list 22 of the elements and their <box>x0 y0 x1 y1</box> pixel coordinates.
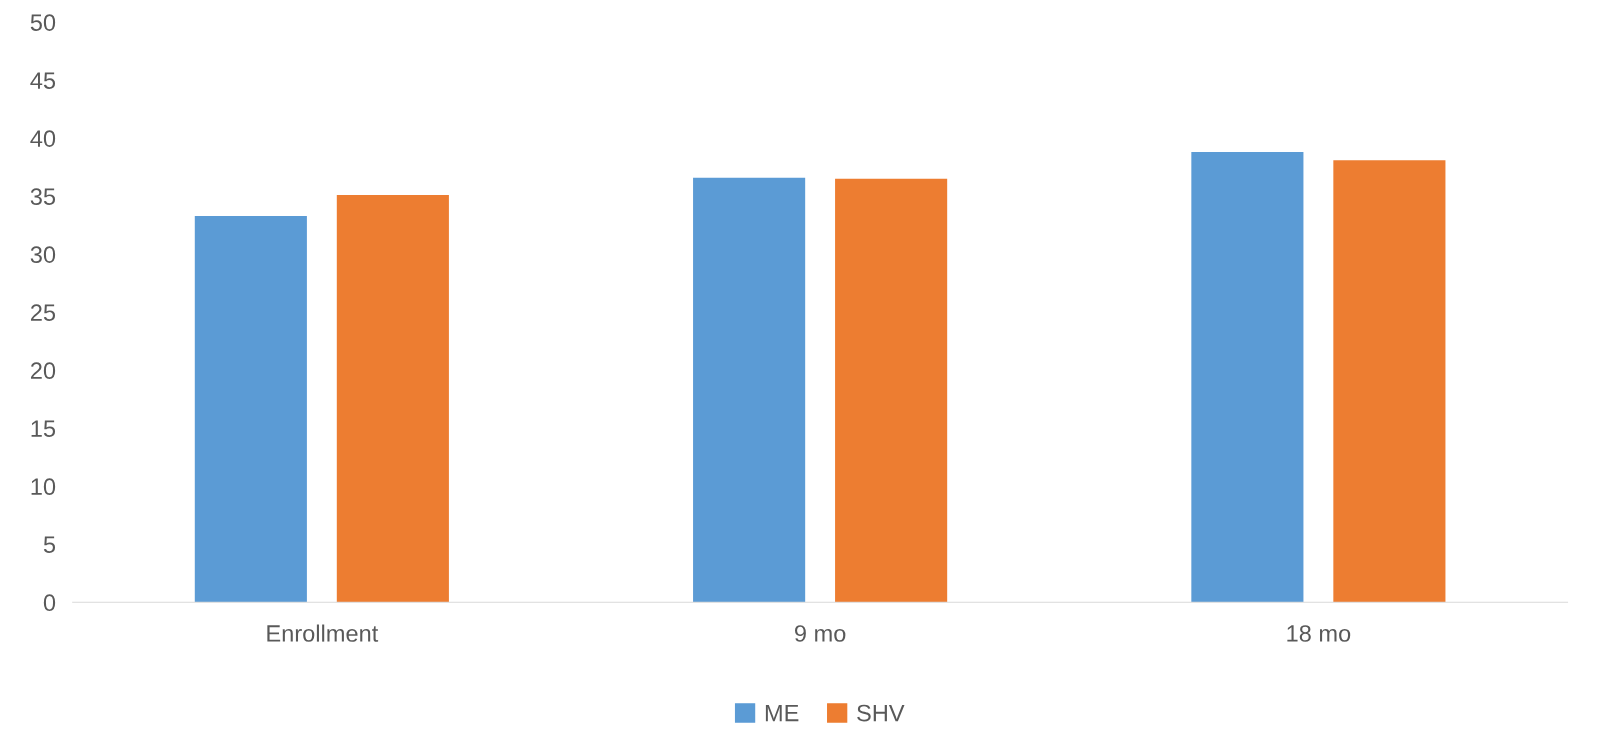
y-tick-label: 20 <box>30 362 56 380</box>
y-tick-label: 0 <box>43 594 56 612</box>
y-tick-label: 25 <box>30 304 56 322</box>
legend-label: ME <box>765 704 799 722</box>
y-tick-label: 35 <box>30 188 56 205</box>
bar <box>835 178 948 603</box>
y-tick-label: 5 <box>43 536 56 554</box>
y-tick-label: 30 <box>30 246 56 263</box>
legend-label: SHV <box>857 704 905 722</box>
bar <box>1191 152 1304 603</box>
y-tick-label: 10 <box>31 478 56 496</box>
y-tick-label: 15 <box>31 420 56 438</box>
x-tick-label: 9 mo <box>794 625 846 642</box>
bar <box>693 177 806 603</box>
y-tick-label: 50 <box>30 14 56 31</box>
x-tick-label: Enrollment <box>267 624 379 642</box>
y-tick-label: 45 <box>30 72 56 89</box>
bar <box>194 215 307 603</box>
bar <box>336 195 449 603</box>
x-tick-label: 18 mo <box>1287 625 1351 642</box>
bar <box>1333 160 1446 603</box>
y-tick-label: 40 <box>30 130 56 147</box>
